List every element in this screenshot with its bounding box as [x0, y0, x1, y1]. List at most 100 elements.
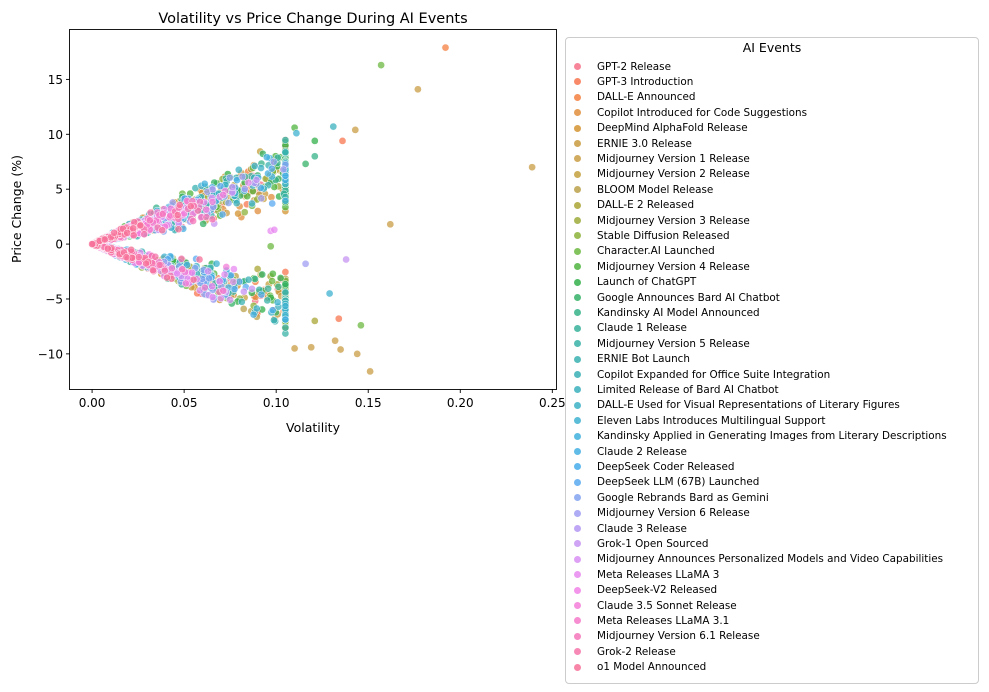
scatter-point — [267, 164, 276, 173]
scatter-point — [310, 152, 319, 161]
legend-entry: Google Announces Bard AI Chatbot — [574, 290, 780, 305]
legend-label: DALL-E Used for Visual Representations o… — [597, 399, 900, 412]
legend-label: Grok-2 Release — [597, 645, 676, 658]
legend-entry: Character.AI Launched — [574, 244, 715, 259]
scatter-point — [218, 210, 227, 219]
legend-marker — [574, 571, 581, 579]
y-tick-label: 10 — [48, 128, 63, 142]
scatter-point — [264, 284, 272, 293]
scatter-point — [240, 185, 249, 193]
scatter-point — [310, 137, 319, 145]
legend-label: Kandinsky AI Model Announced — [597, 306, 760, 319]
legend-label: DALL-E Announced — [597, 91, 696, 104]
scatter-point — [240, 287, 248, 296]
legend-entry: Grok-1 Open Sourced — [574, 536, 708, 551]
legend-entry: Midjourney Version 4 Release — [574, 259, 750, 274]
scatter-point — [232, 199, 241, 208]
legend-marker — [574, 509, 581, 517]
scatter-point — [230, 265, 238, 273]
chart-title: Volatility vs Price Change During AI Eve… — [158, 11, 467, 27]
scatter-point — [357, 321, 365, 330]
scatter-point — [310, 317, 319, 325]
scatter-point — [204, 267, 212, 276]
scatter-point — [136, 221, 145, 230]
scatter-point — [208, 185, 217, 194]
scatter-point — [366, 367, 374, 376]
scatter-point — [186, 202, 195, 211]
legend-label: Meta Releases LLaMA 3 — [597, 568, 720, 581]
scatter-point — [252, 176, 261, 184]
scatter-point — [234, 209, 242, 218]
legend-marker — [574, 63, 581, 70]
legend-entry: DALL-E Used for Visual Representations o… — [574, 398, 900, 413]
legend-marker — [574, 278, 581, 286]
legend-marker — [574, 78, 581, 86]
scatter-point — [528, 163, 536, 172]
scatter-point — [230, 285, 239, 293]
scatter-point — [88, 240, 96, 248]
scatter-point — [220, 270, 229, 279]
scatter-point — [219, 286, 228, 295]
legend-label: Limited Release of Bard AI Chatbot — [597, 383, 779, 396]
legend-label: Midjourney Version 4 Release — [597, 260, 750, 273]
legend-label: DeepSeek-V2 Released — [597, 584, 718, 597]
scatter-point — [281, 323, 290, 332]
scatter-point — [281, 302, 290, 310]
scatter-point — [290, 344, 299, 353]
x-axis-label: Volatility — [286, 420, 341, 435]
scatter-point — [158, 226, 167, 235]
y-axis-ticks: −10 −5 0 5 10 15 — [38, 73, 70, 361]
legend-label: DeepSeek LLM (67B) Launched — [597, 476, 760, 489]
legend-entry: Meta Releases LLaMA 3.1 — [574, 613, 729, 628]
legend-marker — [574, 247, 581, 255]
legend-label: Midjourney Version 1 Release — [597, 152, 750, 165]
legend-entry: Launch of ChatGPT — [574, 275, 696, 290]
scatter-point — [263, 296, 272, 305]
legend-entry: Limited Release of Bard AI Chatbot — [574, 382, 779, 397]
scatter-point — [215, 277, 224, 286]
legend-label: GPT-2 Release — [597, 60, 671, 73]
scatter-point — [329, 122, 338, 131]
y-tick-label: −10 — [38, 347, 63, 361]
scatter-point — [301, 259, 310, 268]
scatter-point — [353, 350, 362, 358]
x-tick-label: 0.10 — [263, 396, 290, 410]
legend-marker — [574, 463, 581, 471]
legend-marker — [574, 448, 581, 455]
legend-entry: Copilot Expanded for Office Suite Integr… — [574, 367, 830, 382]
legend-label: Midjourney Announces Personalized Models… — [597, 553, 944, 566]
legend-entry: Meta Releases LLaMA 3 — [574, 567, 719, 582]
legend-marker — [574, 186, 581, 194]
scatter-point — [168, 264, 176, 273]
scatter-point — [441, 43, 450, 52]
legend-marker — [574, 371, 581, 378]
scatter-point — [268, 277, 276, 285]
scatter-point — [351, 126, 360, 134]
legend-entry: Midjourney Version 2 Release — [574, 167, 750, 182]
legend-label: Google Announces Bard AI Chatbot — [597, 291, 780, 304]
scatter-point — [178, 265, 187, 274]
scatter-point — [307, 343, 316, 352]
scatter-point — [145, 216, 154, 225]
x-tick-label: 0.20 — [447, 396, 474, 410]
legend-entry: DeepMind AlphaFold Release — [574, 121, 748, 136]
scatter-point — [146, 208, 155, 217]
legend-entry: Grok-2 Release — [574, 644, 676, 659]
scatter-point — [268, 199, 277, 208]
legend-marker — [574, 109, 581, 117]
legend-marker — [574, 617, 581, 625]
plot-frame — [69, 29, 557, 390]
scatter-point — [338, 137, 347, 145]
scatter-point — [257, 290, 266, 299]
legend-entry: Midjourney Version 5 Release — [574, 336, 750, 351]
legend-entry: ERNIE Bot Launch — [574, 352, 690, 367]
scatter-point — [267, 193, 276, 202]
legend-label: Character.AI Launched — [597, 245, 715, 258]
scatter-point — [163, 273, 171, 282]
scatter-point — [274, 282, 283, 291]
legend-label: Claude 1 Release — [597, 322, 687, 335]
legend-marker — [574, 324, 581, 332]
scatter-point — [252, 304, 261, 313]
legend-marker — [574, 201, 581, 209]
legend-entry: Claude 3 Release — [574, 521, 687, 536]
